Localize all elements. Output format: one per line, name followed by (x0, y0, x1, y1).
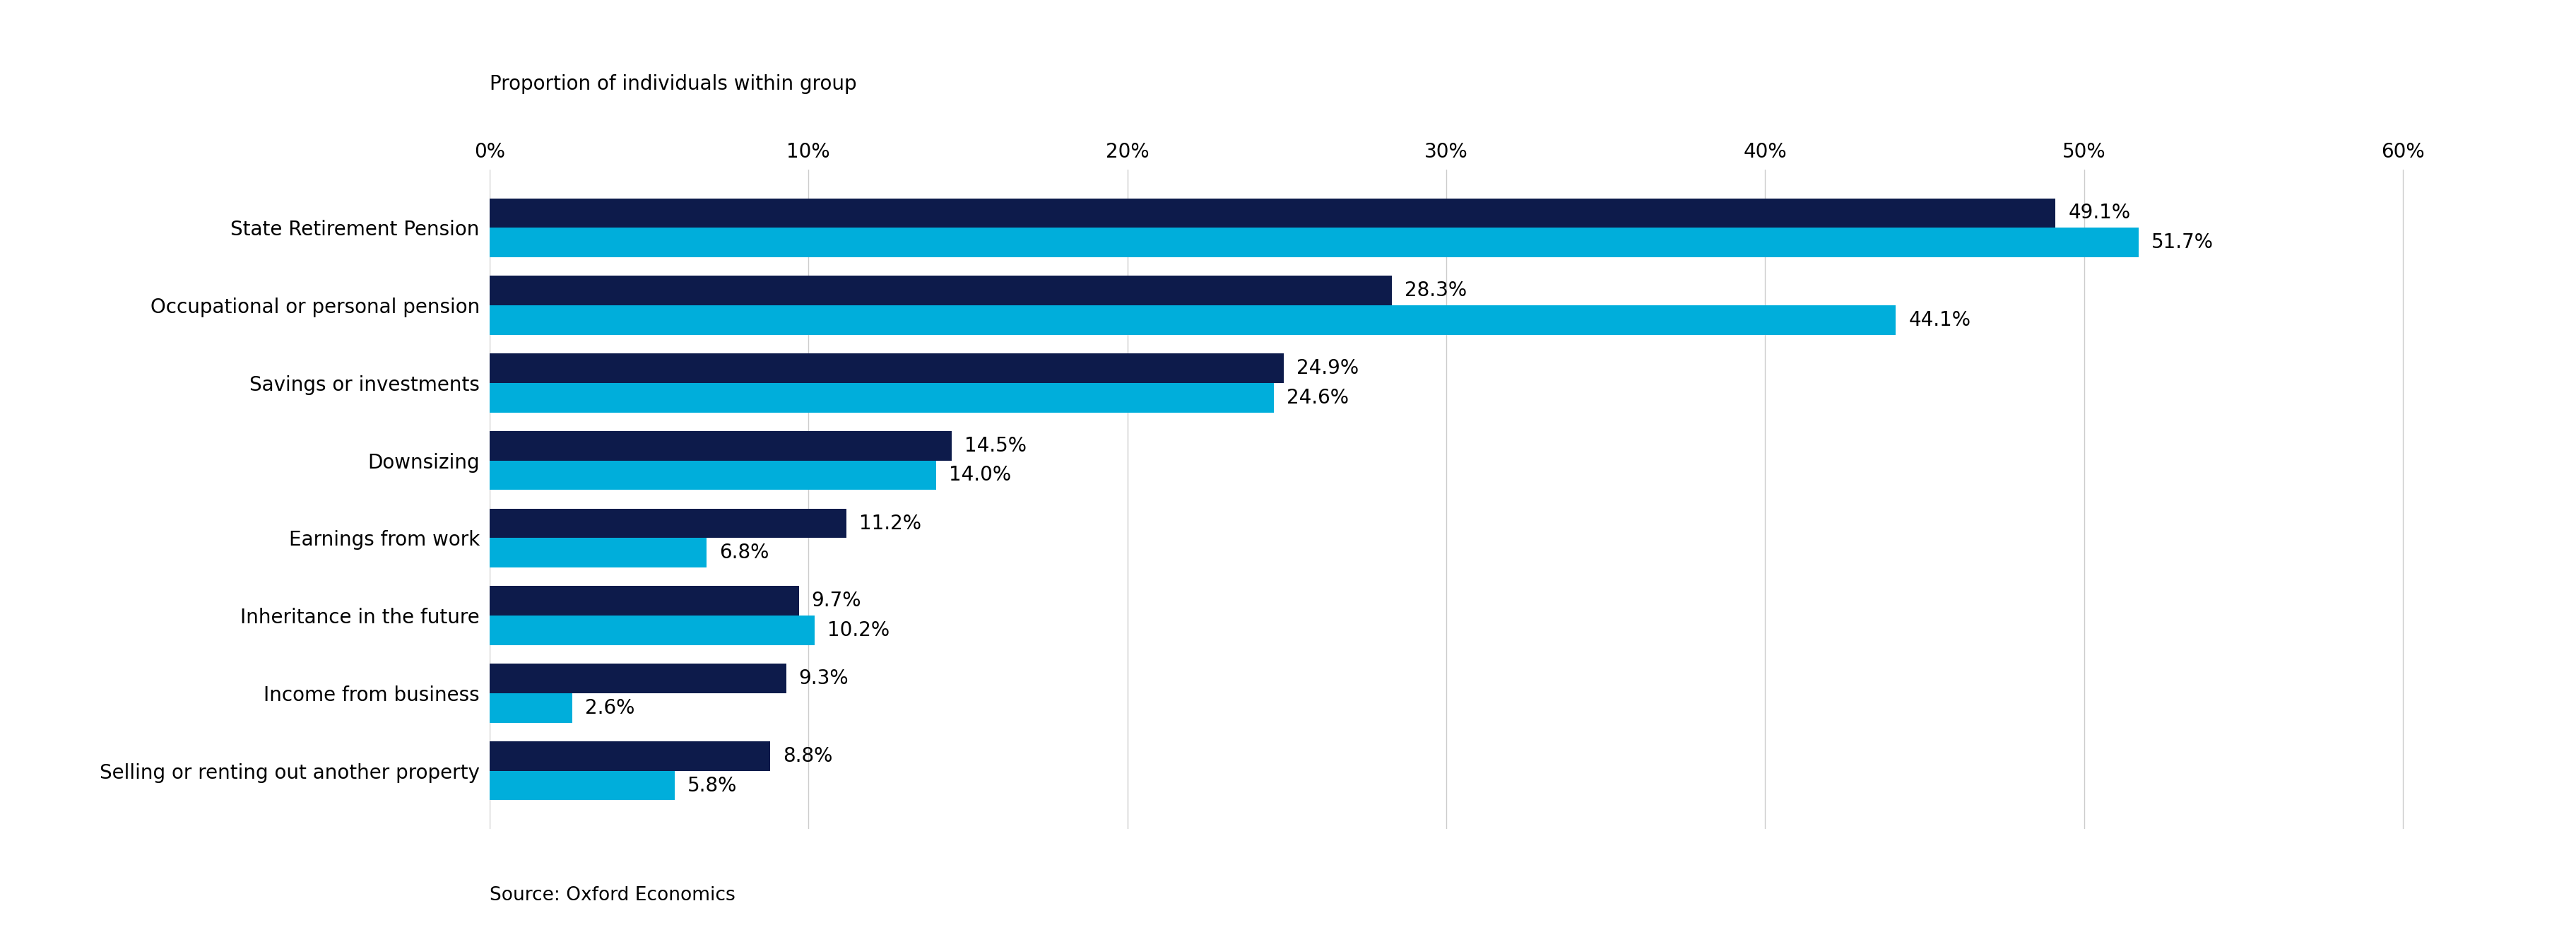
Text: 9.7%: 9.7% (811, 591, 860, 610)
Bar (489, 509, 848, 538)
Bar (489, 741, 770, 771)
Bar (489, 664, 786, 693)
Bar (489, 616, 814, 645)
Bar (489, 353, 1283, 382)
Text: 14.0%: 14.0% (948, 465, 1010, 485)
Text: 10.2%: 10.2% (827, 621, 889, 641)
Text: 9.3%: 9.3% (799, 669, 848, 689)
Text: Source: Oxford Economics: Source: Oxford Economics (489, 885, 734, 904)
Text: 24.9%: 24.9% (1296, 358, 1358, 378)
Bar (489, 771, 675, 801)
Text: 2.6%: 2.6% (585, 698, 634, 718)
Text: 5.8%: 5.8% (688, 775, 737, 795)
Text: 6.8%: 6.8% (719, 543, 768, 562)
Bar (489, 461, 935, 490)
Bar (489, 431, 953, 461)
Text: 24.6%: 24.6% (1288, 388, 1350, 408)
Text: 14.5%: 14.5% (963, 436, 1028, 456)
Text: 44.1%: 44.1% (1909, 310, 1971, 330)
Bar (489, 276, 1391, 305)
Text: 11.2%: 11.2% (860, 513, 922, 533)
Text: 51.7%: 51.7% (2151, 233, 2213, 252)
Text: 49.1%: 49.1% (2069, 203, 2130, 223)
Bar (489, 382, 1275, 413)
Text: 8.8%: 8.8% (783, 746, 832, 766)
Bar (489, 305, 1896, 334)
Bar (489, 586, 799, 616)
Text: 28.3%: 28.3% (1404, 281, 1468, 300)
Bar (489, 198, 2056, 228)
Text: Proportion of individuals within group: Proportion of individuals within group (489, 74, 858, 94)
Bar (489, 228, 2138, 257)
Bar (489, 538, 706, 567)
Bar (489, 693, 572, 723)
